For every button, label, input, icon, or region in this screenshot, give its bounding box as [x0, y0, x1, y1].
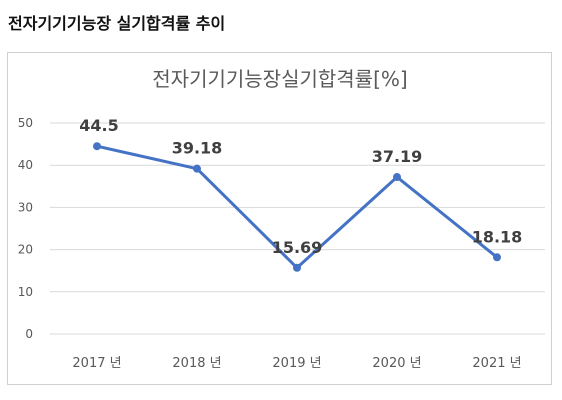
data-point	[393, 173, 401, 182]
y-tick-label: 20	[18, 243, 33, 257]
data-point	[93, 142, 101, 151]
x-tick-label: 2018 년	[172, 356, 221, 371]
x-tick-label: 2017 년	[72, 356, 121, 371]
x-tick-label: 2021 년	[472, 356, 521, 371]
x-tick-label: 2019 년	[272, 356, 321, 371]
gridlines	[50, 122, 545, 335]
data-labels: 44.5 39.18 15.69 37.19 18.18	[79, 116, 522, 257]
y-tick-label: 50	[18, 116, 33, 130]
data-label: 39.18	[172, 139, 223, 158]
y-tick-label: 10	[18, 285, 33, 299]
data-points	[93, 142, 501, 272]
data-point	[293, 263, 301, 272]
y-tick-label: 0	[25, 327, 33, 341]
data-label: 15.69	[272, 238, 323, 257]
data-point	[193, 164, 201, 173]
x-tick-label: 2020 년	[372, 356, 421, 371]
data-label: 37.19	[372, 147, 423, 166]
x-axis-ticks: 2017 년 2018 년 2019 년 2020 년 2021 년	[72, 356, 521, 371]
page-heading: 전자기기기능장 실기합격률 추이	[8, 14, 226, 33]
y-tick-label: 30	[18, 200, 33, 214]
data-label: 18.18	[472, 227, 523, 246]
data-point	[493, 253, 501, 262]
chart-frame	[7, 52, 552, 385]
data-label: 44.5	[79, 116, 118, 135]
y-tick-label: 40	[18, 158, 33, 172]
chart-title: 전자기기기능장실기합격률[%]	[152, 67, 407, 91]
y-axis-ticks: 0 10 20 30 40 50	[18, 116, 33, 341]
